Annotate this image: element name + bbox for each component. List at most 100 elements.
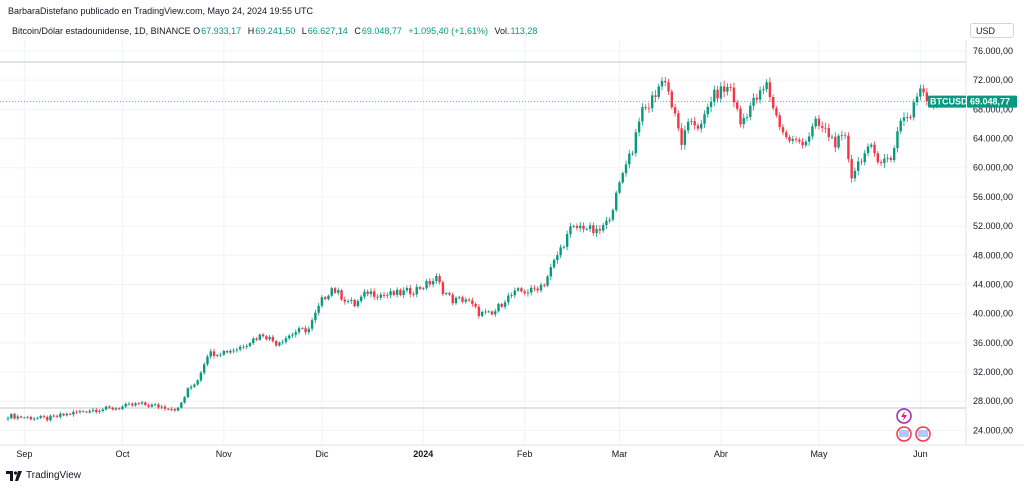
candle-body: [333, 288, 337, 293]
event-icons[interactable]: [896, 408, 931, 442]
candle-body: [644, 107, 647, 108]
y-tick-label: 40.000,00: [973, 309, 1013, 319]
candle-body: [265, 336, 268, 340]
candle-body: [902, 117, 906, 121]
candle-body: [353, 299, 356, 307]
candle-body: [896, 131, 899, 149]
candle-body: [899, 120, 902, 132]
candle-body: [271, 336, 275, 342]
candle-body: [618, 182, 621, 193]
candle-body: [373, 291, 376, 297]
candle-body: [235, 349, 239, 351]
candle-body: [111, 407, 114, 410]
candle-body: [140, 402, 144, 404]
candle-body: [755, 97, 759, 100]
us-flag-event-icon[interactable]: [896, 426, 912, 442]
candle-body: [556, 255, 559, 261]
candle-body: [248, 343, 252, 347]
badge-symbol: BTCUSD: [930, 97, 968, 107]
candle-body: [186, 388, 190, 398]
y-tick-label: 60.000,00: [973, 163, 1013, 173]
price-axis: 76.000,00 72.000,00 68.000,00 64.000,00 60.0…: [973, 46, 1013, 435]
y-tick-label: 52.000,00: [973, 221, 1013, 231]
candle-body: [284, 338, 288, 342]
candle-body: [778, 115, 781, 128]
lightning-icon: [901, 411, 907, 421]
candle-body: [435, 276, 438, 282]
candle-body: [330, 288, 333, 296]
candle-body: [62, 413, 65, 416]
candle-body: [762, 89, 765, 91]
candle-body: [78, 411, 82, 413]
candle-body: [418, 287, 422, 289]
candle-body: [451, 294, 454, 304]
candle-body: [464, 299, 467, 302]
candle-body: [356, 301, 360, 307]
candle-body: [55, 415, 59, 417]
candle-body: [467, 299, 471, 301]
candle-body: [925, 92, 929, 102]
candle-body: [536, 288, 539, 291]
candle-body: [879, 162, 883, 164]
candle-body: [379, 294, 382, 298]
candle-body: [441, 282, 445, 295]
us-flag-event-icon-2[interactable]: [915, 426, 931, 442]
candle-body: [389, 291, 392, 296]
candle-body: [811, 126, 814, 137]
candle-body: [739, 108, 742, 125]
candle-body: [327, 295, 330, 300]
candle-body: [474, 303, 477, 307]
candle-body: [104, 406, 108, 410]
candle-body: [216, 355, 219, 356]
candle-body: [641, 107, 644, 122]
candle-body: [588, 225, 592, 229]
close-value: 69.048,77: [361, 26, 402, 36]
candle-body: [510, 295, 513, 297]
candle-body: [23, 417, 26, 419]
candle-body: [863, 153, 866, 163]
candle-body: [909, 117, 912, 118]
y-tick-label: 76.000,00: [973, 46, 1013, 56]
low-value: 66.627,14: [307, 26, 348, 36]
candle-body: [425, 280, 428, 289]
low-label: L: [301, 26, 307, 36]
candle-body: [853, 170, 857, 179]
candle-body: [386, 295, 389, 297]
candle-body: [677, 113, 680, 129]
x-tick-label: Oct: [115, 449, 130, 459]
candle-body: [222, 350, 226, 355]
y-tick-label: 48.000,00: [973, 250, 1013, 260]
candle-body: [768, 82, 772, 98]
candle-body: [693, 121, 696, 126]
candle-body: [523, 291, 526, 294]
candle-body: [487, 311, 490, 313]
candle-body: [366, 291, 369, 295]
candle-body: [582, 225, 585, 230]
candle-body: [628, 153, 631, 165]
candle-body: [268, 336, 271, 340]
symbol-legend: Bitcoin/Dólar estadounidense, 1D, BINANC…: [12, 26, 541, 36]
candle-body: [873, 144, 876, 154]
candle-body: [183, 397, 186, 403]
candle-body: [843, 135, 847, 137]
candle-body: [412, 294, 415, 295]
candle-body: [837, 135, 840, 148]
candle-body: [507, 295, 510, 303]
us-flag-icon-2: [918, 430, 928, 437]
candle-body: [376, 296, 379, 298]
candle-body: [124, 403, 127, 407]
candle-body: [196, 380, 199, 385]
candle-body: [75, 411, 78, 413]
candle-body: [32, 418, 36, 420]
candle-body: [258, 334, 261, 340]
candle-body: [530, 287, 533, 293]
candle-body: [703, 114, 706, 124]
currency-button[interactable]: USD: [970, 23, 1014, 38]
close-label: C: [354, 26, 361, 36]
x-tick-label: Dic: [315, 449, 328, 459]
candle-body: [549, 267, 553, 277]
candle-body: [608, 219, 611, 221]
badge-price: 69.048,77: [970, 97, 1010, 107]
footer-brand[interactable]: TradingView: [6, 470, 81, 481]
